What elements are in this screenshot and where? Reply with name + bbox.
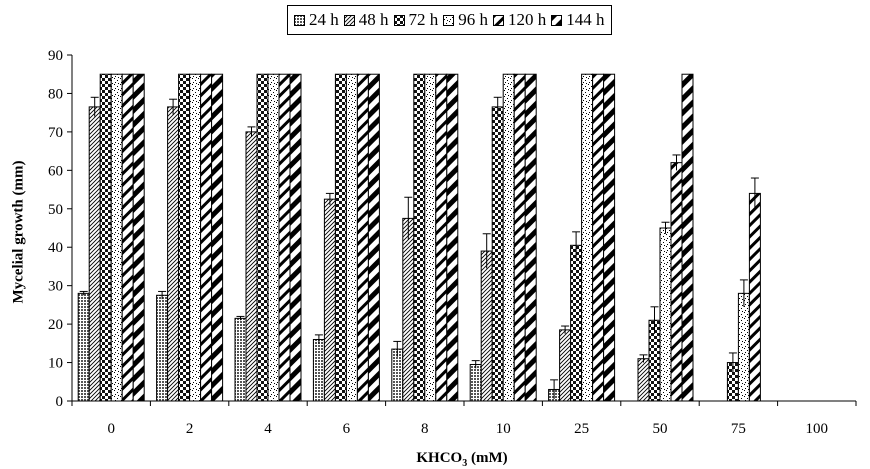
bar-24h-8: [391, 348, 404, 402]
bar-48h-4: [245, 131, 258, 402]
bar-24h-6: [312, 338, 325, 402]
bar-48h-8: [402, 217, 415, 402]
bar-120h-2: [200, 73, 213, 402]
bar-96h-8: [424, 73, 437, 402]
legend-item: 120 h: [493, 10, 546, 30]
bar-120h-4: [278, 73, 291, 402]
bar-24h-2: [156, 294, 169, 402]
y-tick-label: 90: [48, 48, 63, 64]
y-tick-label: 80: [48, 86, 63, 102]
legend-item: 72 h: [393, 10, 439, 30]
legend-swatch: [393, 14, 405, 26]
legend-label: 24 h: [309, 10, 339, 29]
bar-120h-8: [435, 73, 448, 402]
bar-72h-8: [413, 73, 426, 402]
x-axis-title-main: KHCO: [416, 450, 463, 466]
legend-label: 120 h: [508, 10, 547, 29]
bar-48h-0: [88, 106, 101, 402]
bar-96h-25: [581, 73, 594, 402]
legend-item: 48 h: [343, 10, 389, 30]
y-tick-label: 70: [48, 125, 63, 141]
x-tick-label: 25: [574, 421, 589, 437]
bar-120h-50: [670, 162, 683, 402]
bar-24h-0: [77, 292, 90, 402]
legend-label: 72 h: [408, 10, 439, 29]
bar-144h-8: [446, 73, 459, 402]
bar-72h-4: [256, 73, 269, 402]
legend-label: 96 h: [458, 10, 488, 29]
x-tick-label: 75: [731, 421, 746, 437]
bar-144h-10: [524, 73, 537, 402]
legend-label: 144 h: [566, 10, 605, 29]
y-axis-title: Mycelial growth (mm): [10, 160, 27, 304]
bar-72h-10: [491, 106, 504, 402]
bar-120h-0: [121, 73, 134, 402]
bar-120h-25: [592, 73, 605, 402]
bar-72h-25: [570, 244, 583, 402]
bar-144h-4: [289, 73, 302, 402]
bar-144h-25: [603, 73, 616, 402]
bar-144h-2: [211, 73, 224, 402]
x-tick-label: 4: [264, 421, 272, 437]
bar-72h-2: [178, 73, 191, 402]
y-tick-label: 10: [48, 356, 63, 372]
bar-120h-75: [748, 192, 761, 402]
bar-24h-10: [469, 363, 482, 402]
bar-48h-50: [637, 358, 650, 402]
y-tick-label: 40: [48, 240, 63, 256]
legend-item: 96 h: [443, 10, 488, 30]
bar-96h-50: [659, 227, 672, 402]
x-tick-label: 50: [653, 421, 668, 437]
x-tick-label: 100: [806, 421, 829, 437]
legend-swatch: [551, 14, 563, 26]
x-axis-title-unit: (mM): [467, 450, 508, 466]
x-tick-label: 6: [343, 421, 351, 437]
bar-96h-10: [502, 73, 515, 402]
bar-96h-2: [189, 73, 202, 402]
bar-144h-50: [681, 73, 694, 402]
y-tick-label: 20: [48, 317, 63, 333]
bar-144h-0: [132, 73, 145, 402]
bar-120h-10: [513, 73, 526, 402]
legend-swatch: [443, 14, 455, 26]
bar-72h-0: [99, 73, 112, 402]
x-axis-title-subscript: 3: [462, 458, 468, 469]
bar-120h-6: [356, 73, 369, 402]
legend-swatch: [343, 14, 355, 26]
bar-96h-6: [345, 73, 358, 402]
bar-48h-2: [167, 106, 180, 402]
y-tick-label: 0: [56, 394, 64, 410]
bar-48h-10: [480, 250, 493, 402]
x-tick-label: 0: [107, 421, 115, 437]
y-tick-label: 30: [48, 279, 63, 295]
y-tick-label: 50: [48, 202, 63, 218]
y-tick-label: 60: [48, 163, 63, 179]
bar-48h-6: [323, 198, 336, 402]
legend-label: 48 h: [358, 10, 389, 29]
x-tick-label: 2: [186, 421, 194, 437]
chart-legend: 24 h 48 h 72 h 96 h 120 h 144 h: [287, 5, 612, 35]
bar-96h-75: [737, 292, 750, 402]
bar-48h-25: [559, 329, 572, 402]
x-axis-title: KHCO3 (mM): [416, 450, 507, 469]
bar-72h-6: [334, 73, 347, 402]
bar-144h-6: [367, 73, 380, 402]
legend-swatch: [493, 14, 504, 26]
legend-item: 24 h: [294, 10, 339, 30]
bar-24h-4: [234, 317, 247, 402]
bar-96h-4: [267, 73, 280, 402]
x-tick-label: 8: [421, 421, 429, 437]
x-tick-label: 10: [496, 421, 511, 437]
legend-swatch: [294, 14, 305, 26]
legend-item: 144 h: [551, 10, 605, 30]
bar-96h-0: [110, 73, 123, 402]
